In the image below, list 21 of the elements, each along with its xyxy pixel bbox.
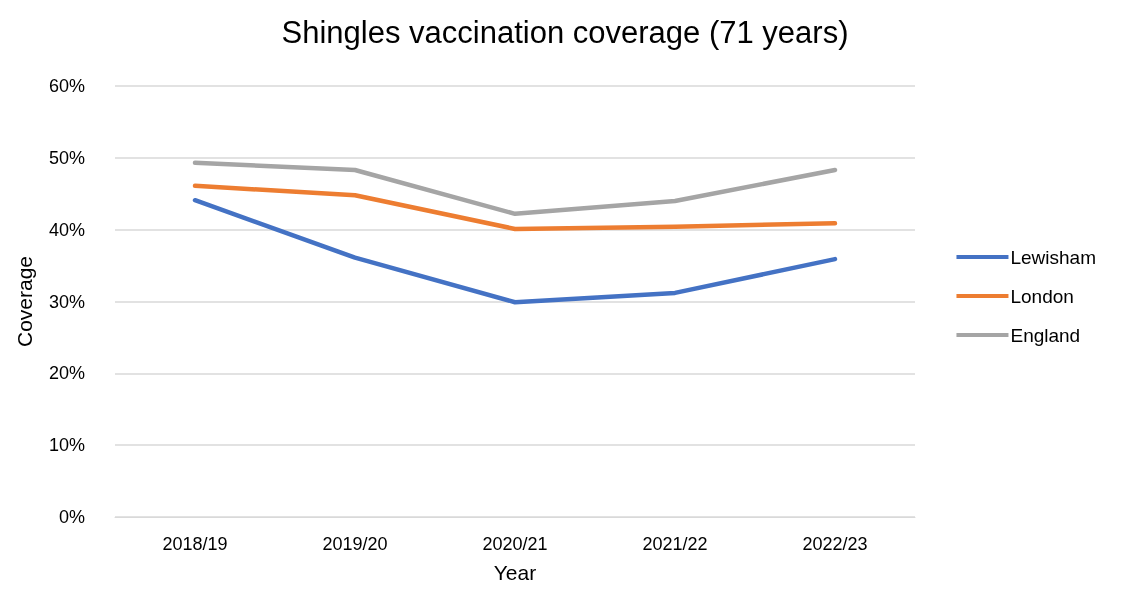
x-tick-label: 2022/23 bbox=[802, 534, 868, 554]
x-tick-label: 2018/19 bbox=[162, 534, 228, 554]
y-tick-label: 10% bbox=[48, 435, 85, 456]
line-series bbox=[192, 160, 838, 217]
legend-label: London bbox=[1010, 285, 1074, 307]
x-tick-label: 2019/20 bbox=[322, 534, 388, 554]
chart-title: Shingles vaccination coverage (71 years) bbox=[281, 15, 849, 50]
y-tick-label: 20% bbox=[48, 363, 85, 384]
legend-label: England bbox=[1010, 324, 1081, 346]
y-tick-label: 50% bbox=[48, 147, 85, 168]
y-tick-label: 0% bbox=[58, 507, 85, 527]
x-tick-label: 2020/21 bbox=[482, 534, 548, 554]
x-axis-title: Year bbox=[493, 561, 537, 584]
line-series bbox=[192, 197, 838, 305]
y-axis-title: Coverage bbox=[13, 255, 36, 348]
y-tick-label: 30% bbox=[48, 291, 85, 312]
y-tick-label: 60% bbox=[48, 76, 85, 96]
line-series bbox=[192, 183, 838, 232]
legend-label: Lewisham bbox=[1010, 246, 1097, 268]
y-tick-label: 40% bbox=[48, 219, 85, 240]
x-tick-label: 2021/22 bbox=[642, 534, 708, 554]
